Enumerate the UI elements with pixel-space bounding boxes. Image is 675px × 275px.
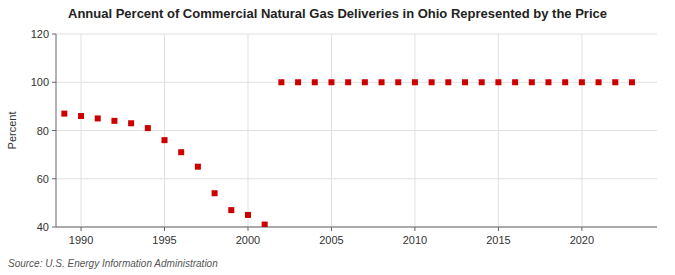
point xyxy=(629,79,635,85)
x-grid-line xyxy=(581,34,582,227)
x-grid-line xyxy=(247,34,248,227)
point xyxy=(278,79,284,85)
point xyxy=(212,190,218,196)
x-tick xyxy=(498,227,499,231)
point xyxy=(395,79,401,85)
y-axis-label: Percent xyxy=(6,112,18,150)
point xyxy=(178,149,184,155)
x-tick xyxy=(247,227,248,231)
point xyxy=(495,79,501,85)
point xyxy=(245,212,251,218)
point xyxy=(462,79,468,85)
y-grid-line xyxy=(56,178,657,179)
x-grid-line xyxy=(414,34,415,227)
point xyxy=(445,79,451,85)
x-tick-label: 2000 xyxy=(236,234,260,246)
point xyxy=(128,120,134,126)
point xyxy=(195,164,201,170)
grid xyxy=(56,34,657,227)
y-tick-label: 80 xyxy=(37,125,49,137)
point xyxy=(579,79,585,85)
point xyxy=(295,79,301,85)
point xyxy=(328,79,334,85)
x-axis-line xyxy=(56,227,657,228)
point xyxy=(111,118,117,124)
x-tick xyxy=(164,227,165,231)
x-tick-label: 2015 xyxy=(486,234,510,246)
y-tick-label: 120 xyxy=(31,28,49,40)
x-tick-label: 1990 xyxy=(69,234,93,246)
y-tick xyxy=(52,34,56,35)
x-tick xyxy=(414,227,415,231)
x-grid-line xyxy=(498,34,499,227)
y-grid-line xyxy=(56,34,657,35)
point xyxy=(162,137,168,143)
points xyxy=(61,79,635,227)
x-tick xyxy=(81,227,82,231)
point xyxy=(479,79,485,85)
x-tick-label: 2005 xyxy=(319,234,343,246)
chart: Annual Percent of Commercial Natural Gas… xyxy=(0,0,675,275)
y-tick xyxy=(52,178,56,179)
x-tick xyxy=(581,227,582,231)
x-grid-line xyxy=(81,34,82,227)
y-tick-label: 100 xyxy=(31,76,49,88)
y-tick-label: 60 xyxy=(37,173,49,185)
point xyxy=(362,79,368,85)
point xyxy=(562,79,568,85)
y-tick xyxy=(52,130,56,131)
point xyxy=(95,115,101,121)
point xyxy=(512,79,518,85)
point xyxy=(312,79,318,85)
title: Annual Percent of Commercial Natural Gas… xyxy=(68,6,607,21)
point xyxy=(228,207,234,213)
point xyxy=(262,222,268,227)
y-tick-label: 40 xyxy=(37,221,49,233)
point xyxy=(379,79,385,85)
source-note: Source: U.S. Energy Information Administ… xyxy=(8,258,218,269)
x-grid-line xyxy=(331,34,332,227)
x-tick-label: 2010 xyxy=(403,234,427,246)
x-grid-line xyxy=(164,34,165,227)
point xyxy=(78,113,84,119)
x-tick xyxy=(331,227,332,231)
y-grid-line xyxy=(56,227,657,228)
point xyxy=(412,79,418,85)
point xyxy=(145,125,151,131)
point xyxy=(596,79,602,85)
point xyxy=(545,79,551,85)
point xyxy=(61,111,67,117)
point xyxy=(612,79,618,85)
x-tick-label: 1995 xyxy=(152,234,176,246)
y-tick xyxy=(52,227,56,228)
point xyxy=(529,79,535,85)
y-tick xyxy=(52,82,56,83)
x-tick-label: 2020 xyxy=(570,234,594,246)
point xyxy=(345,79,351,85)
point xyxy=(429,79,435,85)
